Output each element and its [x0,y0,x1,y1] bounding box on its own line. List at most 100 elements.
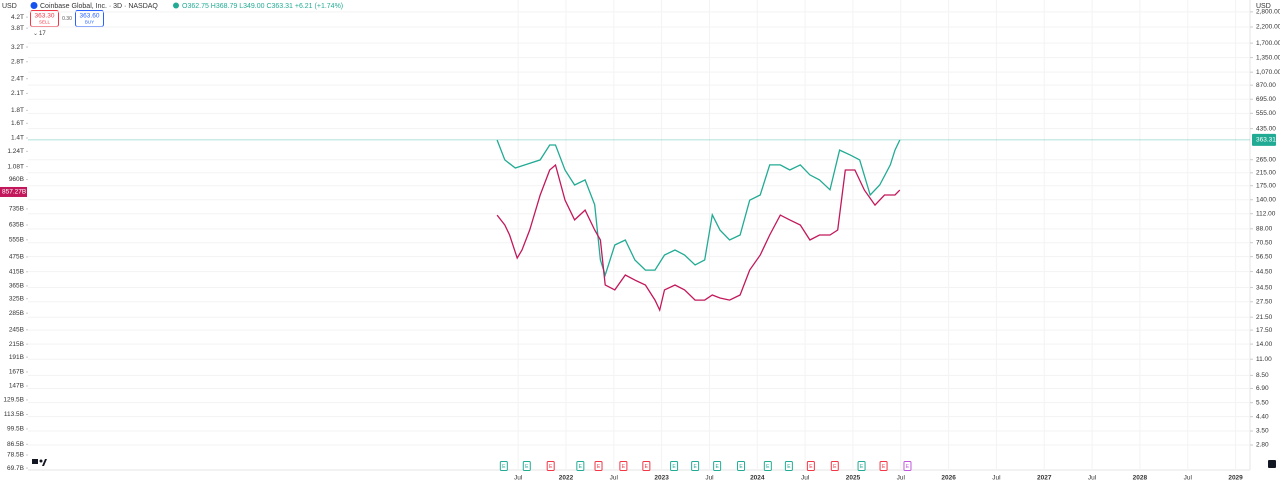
event-marker[interactable] [857,461,866,471]
y2-tick-label: 3.8T [11,25,24,32]
y2-tick-label: 365B [9,283,24,290]
event-marker[interactable] [737,461,746,471]
event-marker[interactable] [619,461,628,471]
y-tick-label: 140.00 [1256,196,1276,203]
event-marker[interactable] [522,461,531,471]
event-marker[interactable] [670,461,679,471]
y-tick-label: 70.50 [1256,239,1273,246]
event-label: E [622,464,626,470]
sell-label[interactable]: SELL [39,20,51,25]
event-marker[interactable] [594,461,603,471]
y2-tick-label: 635B [9,222,24,229]
event-marker[interactable] [903,461,912,471]
currency: USD [2,3,17,10]
y-tick-label: 44.50 [1256,268,1273,275]
y2-tick-label: 69.7B [7,465,24,472]
y2-tick-label: 475B [9,254,24,261]
sell-price[interactable]: 363.30 [35,13,55,20]
event-marker[interactable] [576,461,585,471]
y-tick-label: 2,800.00 [1256,9,1280,16]
event-label: E [502,464,506,470]
x-tick-label: Jul [514,475,523,482]
y2-tick-label: 735B [9,206,24,213]
y2-tick-label: 2.8T [11,58,24,65]
event-label: E [833,464,837,470]
right-currency: USD [1256,3,1271,10]
x-tick-label: Jul [897,475,906,482]
indicator-count[interactable]: 17 [39,31,46,37]
x-tick-label: 2026 [941,475,956,482]
buy-price[interactable]: 363.60 [80,13,100,20]
y-tick-label: 14.00 [1256,341,1273,348]
x-tick-label: Jul [992,475,1001,482]
y2-tick-label: 1.8T [11,107,24,114]
y2-tick-label: 1.24T [7,148,24,155]
y-tick-label: 8.50 [1256,372,1269,379]
buy-label[interactable]: BUY [85,20,94,25]
y-tick-label: 4.40 [1256,413,1269,420]
y2-tick-label: 3.2T [11,44,24,51]
x-tick-label: Jul [1088,475,1097,482]
event-marker[interactable] [784,461,793,471]
y2-tick-label: 325B [9,295,24,302]
x-tick-label: 2023 [654,475,669,482]
symbol-title[interactable]: Coinbase Global, Inc. · 3D · NASDAQ [40,3,158,10]
event-marker[interactable] [642,461,651,471]
y2-tick-label: 2.1T [11,90,24,97]
event-label: E [597,464,601,470]
y2-tick-label: 191B [9,354,24,361]
x-tick-label: Jul [1184,475,1193,482]
event-marker[interactable] [763,461,772,471]
y2-tick-label: 2.4T [11,75,24,82]
x-tick-label: 2029 [1228,475,1243,482]
event-label: E [787,464,791,470]
event-marker[interactable] [499,461,508,471]
event-marker[interactable] [879,461,888,471]
log-button[interactable] [1268,460,1276,468]
event-label: E [672,464,676,470]
y2-tick-label: 4.2T [11,14,24,21]
y-tick-label: 112.00 [1256,210,1276,217]
y-tick-label: 2,200.00 [1256,24,1280,31]
event-label: E [766,464,770,470]
y2-tick-label: 1.4T [11,135,24,142]
current-price-label: 363.31 [1256,137,1276,144]
y-tick-label: 1,070.00 [1256,69,1280,76]
event-marker[interactable] [691,461,700,471]
event-label: E [549,464,553,470]
collapse-icon[interactable]: ⌄ [33,31,38,37]
y2-current-badge [0,186,27,197]
y2-tick-label: 167B [9,369,24,376]
event-label: E [906,464,910,470]
y2-tick-label: 415B [9,269,24,276]
event-marker[interactable] [546,461,555,471]
event-label: E [715,464,719,470]
y2-tick-label: 285B [9,310,24,317]
event-label: E [739,464,743,470]
y-tick-label: 3.50 [1256,428,1269,435]
y2-tick-label: 555B [9,237,24,244]
y-tick-label: 21.50 [1256,314,1273,321]
event-label: E [525,464,529,470]
event-marker[interactable] [806,461,815,471]
event-label: E [860,464,864,470]
event-marker[interactable] [830,461,839,471]
event-label: E [645,464,649,470]
y-tick-label: 215.00 [1256,170,1276,177]
y2-tick-label: 78.5B [7,452,24,459]
spread: 0.30 [62,16,72,22]
series-line [496,163,901,313]
y-tick-label: 175.00 [1256,182,1276,189]
current-price-badge [1252,133,1276,146]
y-tick-label: 265.00 [1256,156,1276,163]
y2-tick-label: 1.08T [7,163,24,170]
event-marker[interactable] [713,461,722,471]
x-tick-label: Jul [610,475,619,482]
event-label: E [693,464,697,470]
y2-tick-label: 215B [9,341,24,348]
y-tick-label: 5.50 [1256,399,1269,406]
status-dot [173,2,179,9]
